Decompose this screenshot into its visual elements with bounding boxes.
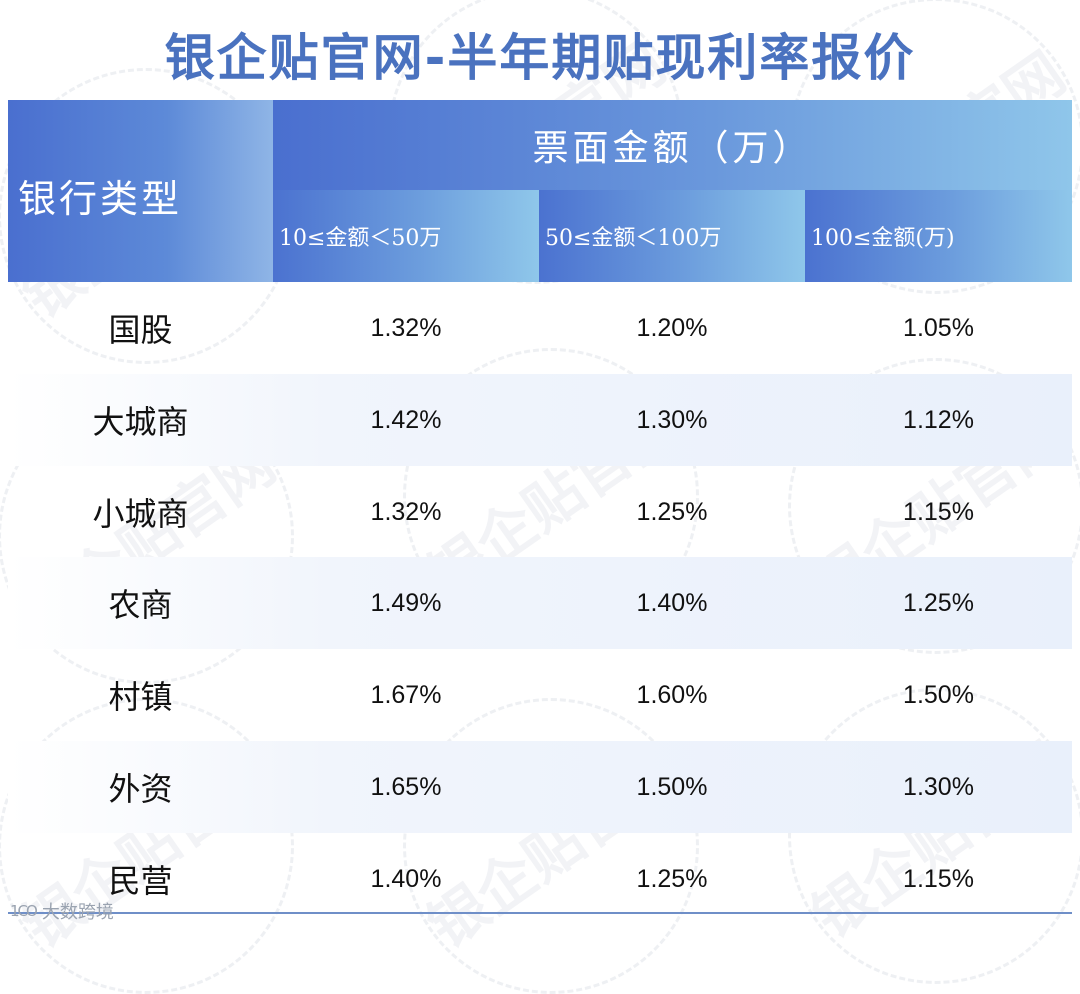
table-row: 农商 1.49% 1.40% 1.25%	[8, 557, 1072, 649]
rate-cell: 1.15%	[903, 864, 974, 893]
bank-type-cell: 村镇	[108, 678, 173, 716]
rate-cell: 1.15%	[903, 497, 974, 526]
bank-type-cell: 农商	[108, 586, 173, 624]
table-row: 村镇 1.67% 1.60% 1.50%	[8, 649, 1072, 741]
rate-cell: 1.25%	[903, 588, 974, 617]
rate-cell: 1.50%	[636, 772, 708, 801]
bank-type-cell: 外资	[108, 770, 173, 808]
rate-cell: 1.60%	[636, 680, 708, 709]
rate-cell: 1.50%	[903, 680, 974, 709]
rate-cell: 1.25%	[636, 864, 708, 893]
bank-type-cell: 国股	[108, 311, 173, 349]
rate-cell: 1.25%	[636, 497, 708, 526]
rate-cell: 1.65%	[370, 772, 442, 801]
rate-cell: 1.20%	[636, 313, 708, 342]
bank-type-cell: 小城商	[92, 495, 189, 533]
logo-text: 大数跨境	[41, 902, 114, 923]
header-column-2: 50≤金额＜100万	[539, 190, 805, 282]
rate-cell: 1.40%	[636, 588, 708, 617]
header-bank-type: 银行类型	[8, 100, 273, 282]
rate-cell: 1.67%	[370, 680, 442, 709]
rate-cell: 1.30%	[636, 405, 708, 434]
rate-cell: 1.42%	[370, 405, 442, 434]
footer-logo: 1CO 大数跨境	[10, 898, 114, 924]
header-bank-type-label: 银行类型	[18, 177, 183, 221]
header-amount-group: 票面金额（万）	[273, 100, 1072, 190]
rate-cell: 1.32%	[370, 313, 442, 342]
bank-type-cell: 民营	[108, 862, 173, 900]
rate-cell: 1.05%	[903, 313, 974, 342]
header-column-1: 10≤金额＜50万	[273, 190, 539, 282]
table-bottom-border	[8, 912, 1072, 914]
logo-mark-icon: 1CO	[10, 902, 38, 920]
table-row: 国股 1.32% 1.20% 1.05%	[8, 282, 1072, 374]
table-row: 小城商 1.32% 1.25% 1.15%	[8, 466, 1072, 558]
rate-cell: 1.30%	[903, 772, 974, 801]
rate-cell: 1.40%	[370, 864, 442, 893]
header-column-3: 100≤金额(万)	[805, 190, 1072, 282]
page-title: 银企贴官网-半年期贴现利率报价	[164, 29, 916, 87]
table-row: 民营 1.40% 1.25% 1.15%	[8, 833, 1072, 925]
rate-cell: 1.32%	[370, 497, 442, 526]
rate-cell: 1.12%	[903, 405, 974, 434]
header-amount-group-label: 票面金额（万）	[532, 128, 813, 169]
bank-type-cell: 大城商	[92, 403, 189, 441]
rate-cell: 1.49%	[370, 588, 442, 617]
table-row: 外资 1.65% 1.50% 1.30%	[8, 741, 1072, 833]
table-row: 大城商 1.42% 1.30% 1.12%	[8, 374, 1072, 466]
